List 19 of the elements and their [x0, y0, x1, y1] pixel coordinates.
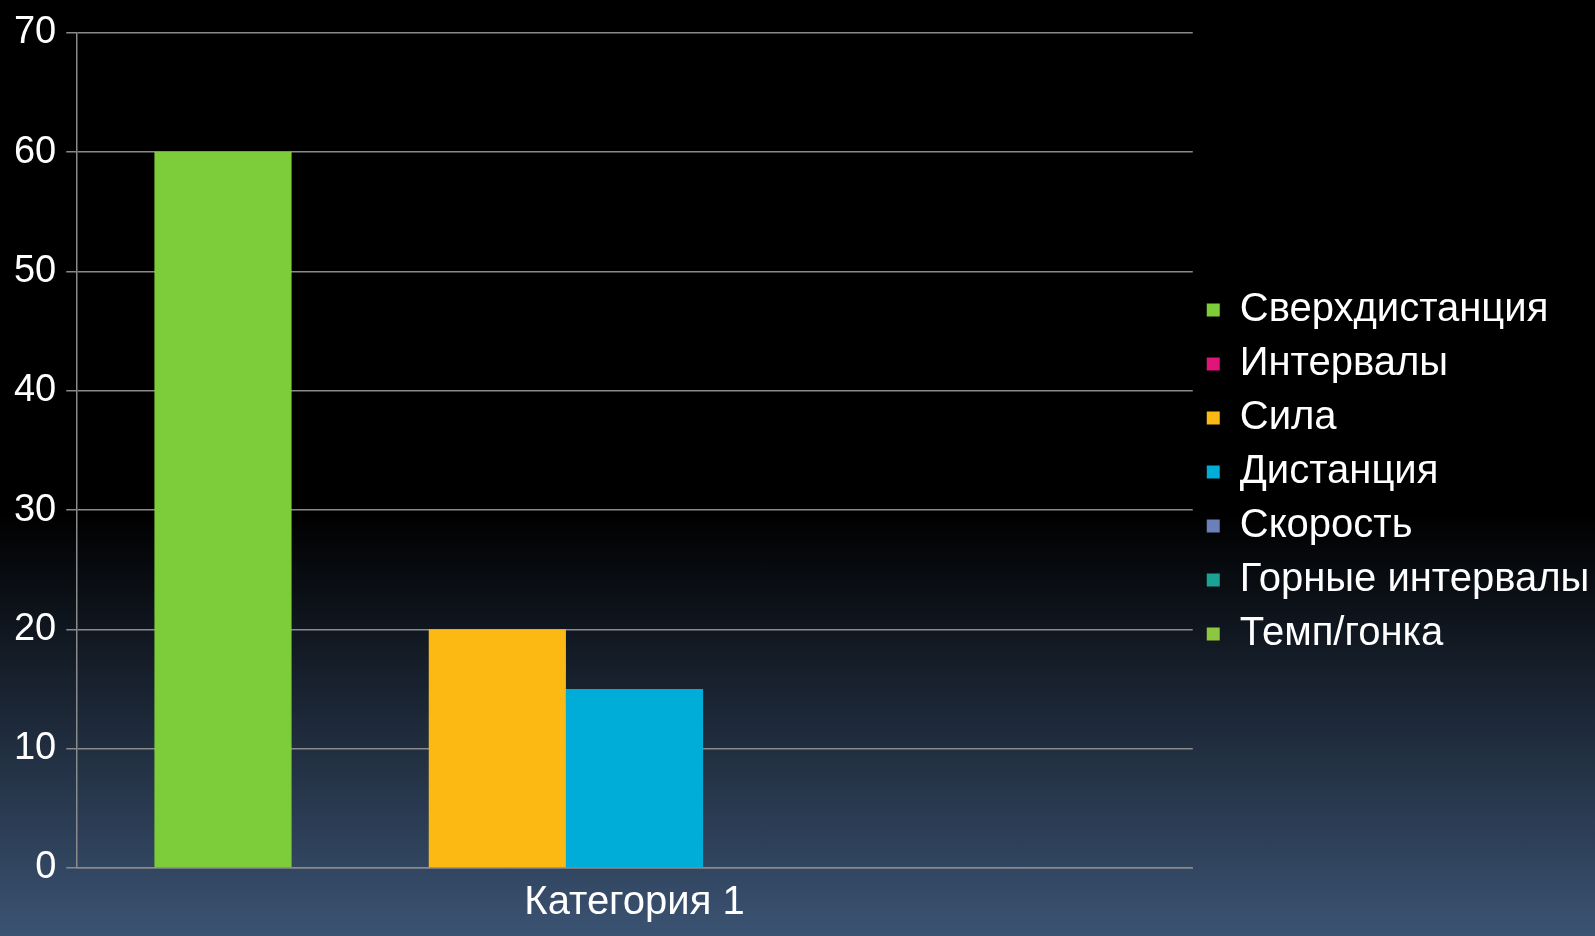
x-tick-label: Категория 1 — [524, 878, 745, 923]
y-tick-label: 20 — [13, 605, 57, 648]
y-tick-label: 30 — [13, 486, 57, 529]
bar — [565, 689, 704, 868]
legend-label: Скорость — [1239, 501, 1413, 546]
y-tick-label: 60 — [13, 128, 57, 171]
y-tick-label: 50 — [13, 247, 57, 290]
legend-label: Интервалы — [1239, 339, 1449, 384]
y-tick-label: 70 — [13, 9, 57, 52]
y-tick-label: 10 — [13, 725, 57, 768]
y-tick-label: 0 — [35, 844, 57, 887]
legend-label: Сверхдистанция — [1239, 285, 1549, 330]
legend-label: Горные интервалы — [1239, 555, 1590, 600]
bar — [154, 152, 292, 868]
legend-label: Темп/гонка — [1239, 609, 1444, 654]
legend-label: Дистанция — [1239, 447, 1439, 492]
bar — [428, 629, 566, 868]
y-tick-label: 40 — [13, 367, 57, 410]
legend-label: Сила — [1239, 393, 1338, 438]
